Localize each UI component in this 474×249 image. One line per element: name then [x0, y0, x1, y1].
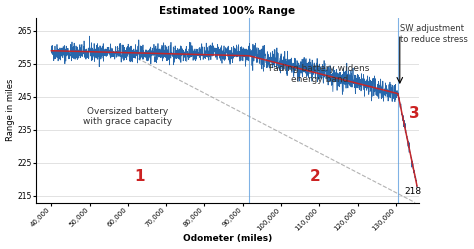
- Text: 2: 2: [310, 169, 321, 184]
- Text: SW adjustment
to reduce stress: SW adjustment to reduce stress: [400, 24, 468, 44]
- Text: 1: 1: [134, 169, 145, 184]
- Y-axis label: Range in miles: Range in miles: [6, 79, 15, 141]
- Text: Fading battery widens
energy band: Fading battery widens energy band: [269, 64, 370, 83]
- Text: 218: 218: [404, 187, 421, 195]
- Title: Estimated 100% Range: Estimated 100% Range: [159, 5, 295, 15]
- X-axis label: Odometer (miles): Odometer (miles): [183, 235, 272, 244]
- Text: Oversized battery
with grace capacity: Oversized battery with grace capacity: [83, 107, 173, 126]
- Text: 3: 3: [410, 106, 420, 121]
